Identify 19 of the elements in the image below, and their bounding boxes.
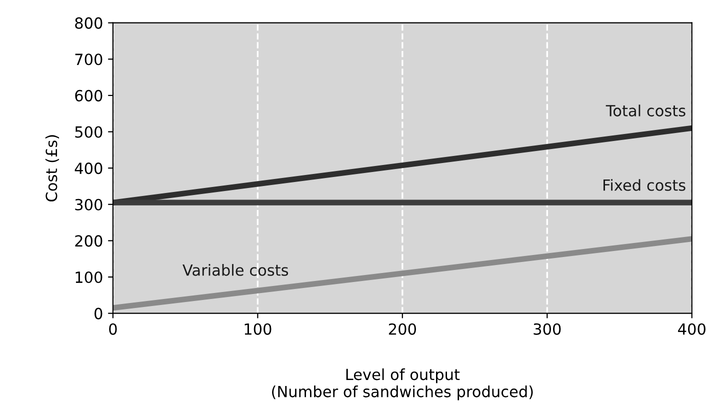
y-tick-label: 0: [94, 308, 102, 320]
x-axis-title: Level of output (Number of sandwiches produced): [272, 368, 533, 400]
x-tick-label: 400: [678, 323, 706, 335]
y-tick-label: 100: [76, 271, 102, 284]
y-tick-label: 300: [75, 198, 102, 210]
y-tick-label: 700: [75, 54, 102, 66]
y-tick-label: 800: [75, 17, 102, 29]
series-label: Fixed costs: [603, 179, 686, 191]
series-label: Total costs: [606, 104, 686, 116]
y-tick-label: 500: [75, 126, 102, 138]
y-tick-label: 400: [74, 162, 102, 174]
y-tick-label: 200: [75, 235, 102, 247]
x-tick-label: 0: [109, 323, 117, 335]
x-tick-label: 200: [388, 323, 416, 335]
x-tick-label: 300: [534, 323, 561, 335]
y-tick-label: 600: [75, 90, 102, 102]
series-label: Variable costs: [182, 264, 288, 276]
y-axis-title: Cost (£s): [45, 135, 60, 202]
x-tick-label: 100: [244, 323, 272, 335]
